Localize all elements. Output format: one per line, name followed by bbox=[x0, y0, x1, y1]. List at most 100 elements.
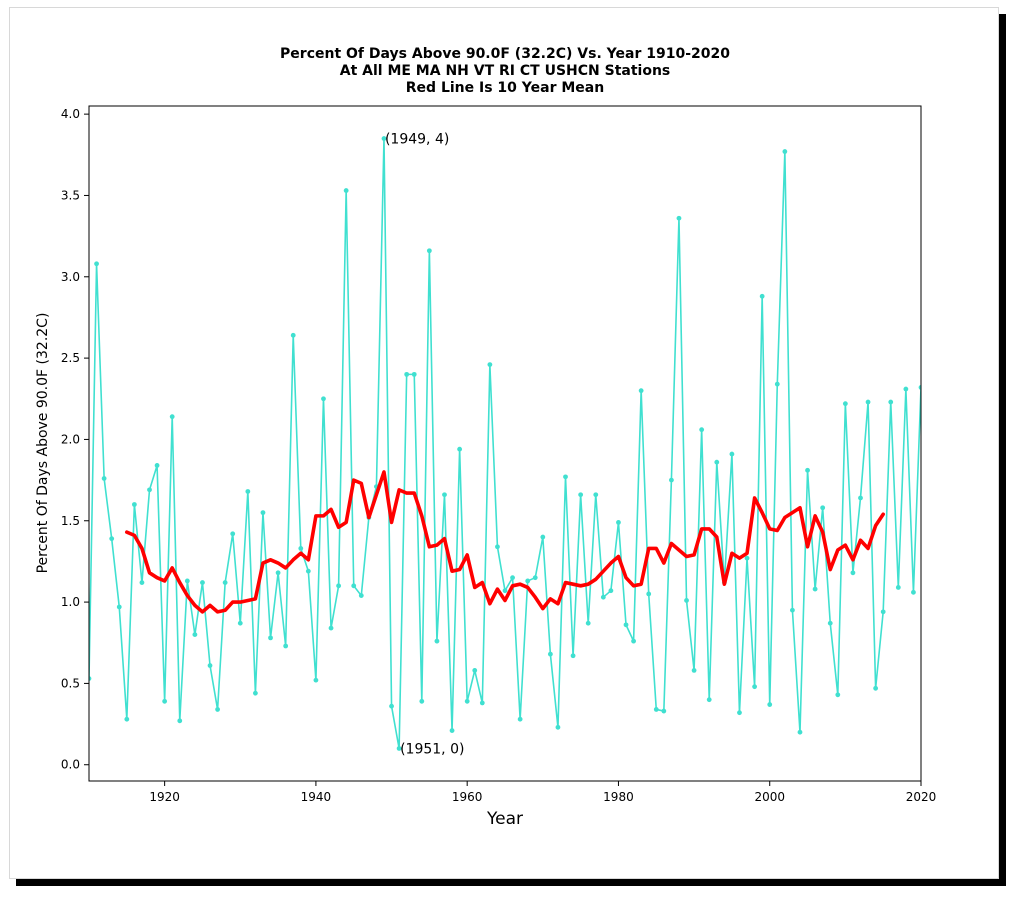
data-point bbox=[578, 492, 584, 498]
data-point bbox=[351, 583, 357, 589]
data-point bbox=[449, 728, 455, 733]
data-point bbox=[396, 746, 402, 751]
chart-title-line-1: Percent Of Days Above 90.0F (32.2C) Vs. … bbox=[280, 46, 730, 62]
data-point bbox=[797, 729, 803, 735]
data-point bbox=[275, 570, 281, 576]
data-point bbox=[903, 386, 909, 392]
data-point bbox=[222, 580, 228, 585]
data-point bbox=[585, 620, 591, 626]
y-tick-label: 1.5 bbox=[61, 514, 80, 528]
data-point bbox=[94, 261, 99, 267]
data-point bbox=[207, 663, 213, 668]
data-point bbox=[669, 477, 674, 483]
data-point bbox=[487, 362, 493, 368]
data-point bbox=[268, 635, 273, 641]
data-point bbox=[177, 718, 183, 724]
y-tick-label: 4.0 bbox=[61, 107, 80, 121]
data-point bbox=[472, 667, 478, 673]
y-tick-label: 0.5 bbox=[61, 676, 80, 690]
data-point bbox=[260, 510, 266, 516]
data-point bbox=[517, 716, 523, 722]
data-point bbox=[192, 632, 198, 638]
data-point bbox=[593, 492, 599, 498]
data-point bbox=[343, 188, 349, 193]
data-point bbox=[684, 598, 689, 603]
data-point bbox=[540, 534, 546, 540]
data-point bbox=[782, 149, 788, 154]
data-point bbox=[230, 531, 236, 537]
data-point bbox=[805, 467, 810, 473]
data-point bbox=[842, 401, 848, 407]
x-tick-label: 2020 bbox=[906, 790, 937, 804]
data-point bbox=[895, 585, 901, 590]
data-point bbox=[737, 710, 742, 716]
data-point bbox=[298, 546, 304, 551]
y-tick-label: 2.0 bbox=[61, 432, 80, 446]
data-point bbox=[706, 697, 712, 703]
data-point bbox=[336, 583, 341, 589]
data-point bbox=[638, 388, 644, 394]
data-point bbox=[744, 555, 750, 561]
data-point bbox=[835, 692, 841, 698]
data-point bbox=[313, 677, 319, 683]
data-point bbox=[381, 136, 387, 141]
data-point bbox=[283, 643, 289, 649]
data-point bbox=[880, 609, 886, 615]
data-point bbox=[290, 332, 296, 338]
data-point bbox=[858, 495, 863, 501]
data-point bbox=[623, 622, 629, 628]
chart-title-line-3: Red Line Is 10 Year Mean bbox=[406, 80, 604, 96]
data-point bbox=[411, 371, 417, 377]
data-point bbox=[426, 248, 432, 254]
data-point bbox=[109, 536, 115, 542]
x-axis-label: Year bbox=[486, 809, 523, 829]
data-point bbox=[563, 474, 568, 480]
data-point bbox=[184, 578, 190, 584]
data-point bbox=[305, 568, 311, 574]
data-point bbox=[729, 451, 735, 457]
data-point bbox=[101, 476, 107, 481]
data-point bbox=[873, 685, 879, 691]
data-point bbox=[525, 578, 531, 584]
data-point bbox=[827, 620, 833, 626]
data-point bbox=[358, 593, 364, 598]
data-point bbox=[464, 698, 470, 704]
data-point bbox=[139, 580, 145, 585]
annotation-label: (1949, 4) bbox=[385, 132, 449, 148]
data-point bbox=[767, 702, 773, 707]
data-point bbox=[676, 215, 682, 221]
data-point bbox=[169, 414, 175, 420]
data-point bbox=[699, 427, 705, 433]
x-tick-label: 2000 bbox=[754, 790, 785, 804]
plot-area-border bbox=[88, 105, 922, 782]
data-point bbox=[419, 698, 425, 704]
y-tick-label: 3.5 bbox=[61, 188, 80, 202]
data-point bbox=[661, 708, 667, 714]
data-point bbox=[918, 384, 921, 390]
data-point bbox=[759, 293, 765, 299]
data-point bbox=[479, 700, 485, 706]
data-point bbox=[389, 703, 394, 709]
data-point bbox=[215, 707, 220, 712]
data-point bbox=[154, 463, 160, 468]
data-point bbox=[404, 371, 410, 377]
data-point bbox=[442, 492, 447, 498]
data-point bbox=[752, 684, 757, 690]
data-point bbox=[888, 399, 894, 405]
x-tick-label: 1960 bbox=[452, 790, 483, 804]
data-point bbox=[865, 399, 871, 405]
data-point bbox=[457, 446, 463, 452]
data-point bbox=[608, 588, 614, 594]
data-point bbox=[774, 381, 780, 387]
annotation-label: (1951, 0) bbox=[400, 741, 464, 757]
data-point bbox=[850, 570, 856, 576]
x-tick-label: 1940 bbox=[301, 790, 332, 804]
yearly-series-line bbox=[89, 137, 921, 750]
data-point bbox=[600, 594, 606, 600]
x-tick-label: 1920 bbox=[149, 790, 180, 804]
data-point bbox=[820, 505, 826, 511]
data-point bbox=[714, 459, 720, 465]
data-point bbox=[555, 724, 561, 730]
y-axis-label: Percent Of Days Above 90.0F (32.2C) bbox=[35, 313, 51, 574]
data-point bbox=[200, 580, 205, 585]
